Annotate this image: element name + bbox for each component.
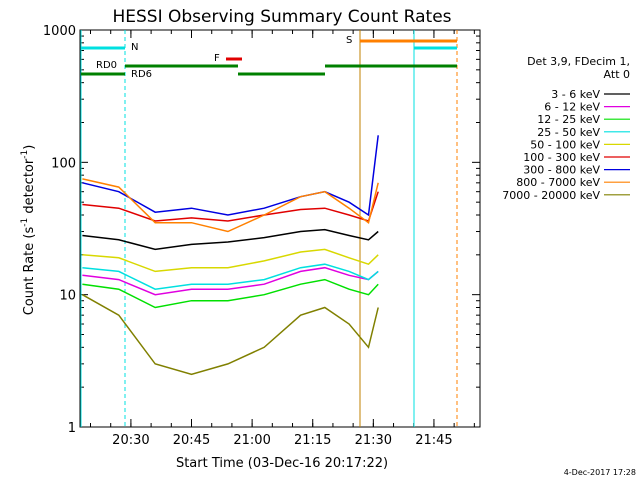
legend-label-8: 7000 - 20000 keV bbox=[502, 189, 600, 202]
legend-header-1: Det 3,9, FDecim 1, bbox=[527, 55, 630, 68]
y-axis-label: Count Rate (s-1 detector-1) bbox=[20, 145, 37, 316]
y-tick-label: 100 bbox=[51, 156, 76, 171]
x-tick-label: 21:15 bbox=[294, 433, 331, 448]
x-tick-label: 20:30 bbox=[112, 433, 149, 448]
series-line-7 bbox=[82, 178, 379, 233]
y-ticks: 1 10 100 1000 bbox=[43, 24, 480, 436]
f-label: F bbox=[214, 53, 220, 64]
timestamp: 4-Dec-2017 17:28 bbox=[564, 468, 636, 477]
y-tick-label: 10 bbox=[59, 289, 76, 304]
chart-title: HESSI Observing Summary Count Rates bbox=[112, 7, 451, 27]
series-line-6 bbox=[82, 135, 379, 217]
rd6-label: RD6 bbox=[131, 69, 152, 80]
x-tick-label: 21:30 bbox=[355, 433, 392, 448]
legend-label-2: 12 - 25 keV bbox=[537, 113, 600, 126]
series-line-2 bbox=[82, 278, 379, 309]
x-ticks: 20:30 20:45 21:00 21:15 21:30 21:45 bbox=[90, 30, 475, 448]
legend-label-3: 25 - 50 keV bbox=[537, 126, 600, 139]
legend-label-1: 6 - 12 keV bbox=[544, 101, 600, 114]
x-tick-label: 20:45 bbox=[173, 433, 210, 448]
legend-label-5: 100 - 300 keV bbox=[523, 151, 600, 164]
legend-label-4: 50 - 100 keV bbox=[530, 138, 600, 151]
series-line-3 bbox=[82, 263, 379, 290]
y-tick-label: 1000 bbox=[43, 24, 76, 39]
x-tick-label: 21:45 bbox=[415, 433, 452, 448]
series-line-0 bbox=[82, 228, 379, 251]
series-line-1 bbox=[82, 266, 379, 296]
legend-label-0: 3 - 6 keV bbox=[551, 88, 600, 101]
rd0-label: RD0 bbox=[96, 60, 117, 71]
legend-label-7: 800 - 7000 keV bbox=[516, 176, 600, 189]
status-annotations: N S F RD0 RD6 bbox=[80, 30, 458, 427]
s-label: S bbox=[346, 35, 352, 46]
x-tick-label: 21:00 bbox=[233, 433, 270, 448]
legend-header-2: Att 0 bbox=[604, 68, 630, 81]
series-line-8 bbox=[82, 294, 379, 376]
plot-frame bbox=[79, 29, 481, 428]
n-label: N bbox=[131, 42, 138, 53]
series-line-4 bbox=[82, 248, 379, 273]
series-group bbox=[82, 135, 379, 376]
y-tick-label: 1 bbox=[68, 421, 76, 436]
x-axis-label: Start Time (03-Dec-16 20:17:22) bbox=[176, 456, 388, 471]
legend-label-6: 300 - 800 keV bbox=[523, 164, 600, 177]
